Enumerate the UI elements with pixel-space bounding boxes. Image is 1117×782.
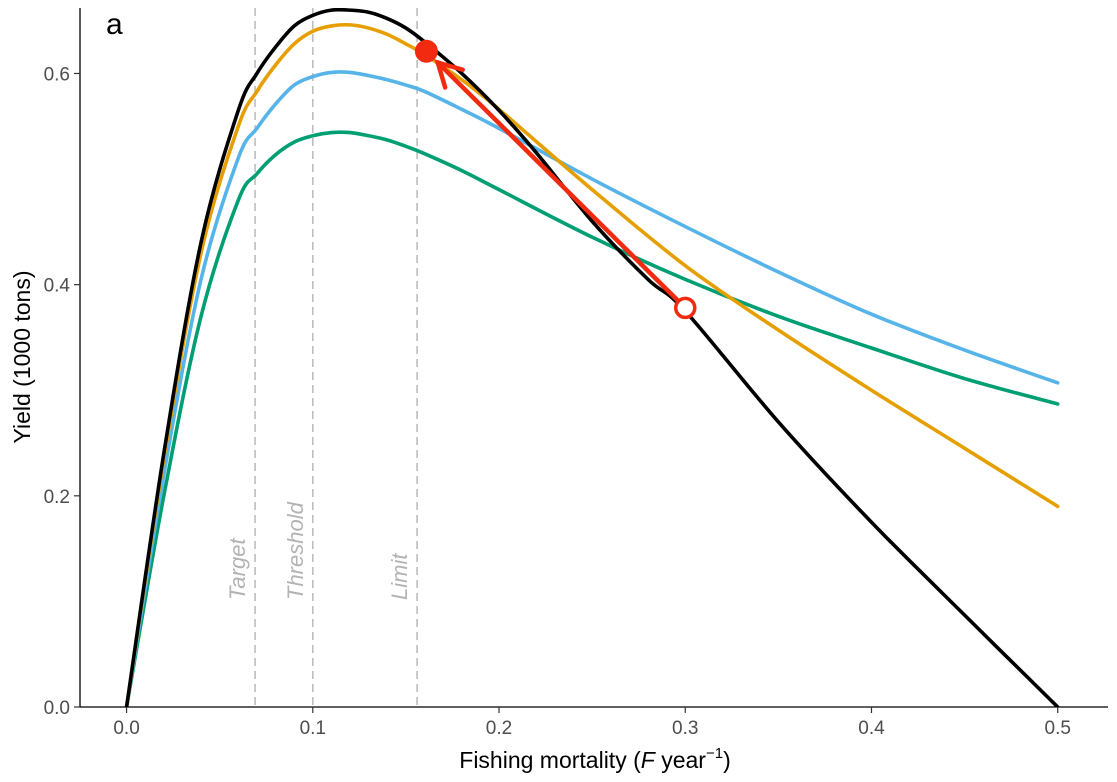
reference-lines: Target Threshold Limit — [225, 8, 418, 707]
y-tick-label: 0.4 — [44, 276, 71, 297]
x-axis-title: Fishing mortality (F year−1) — [459, 745, 730, 773]
target-state-point — [414, 39, 438, 63]
series-line-2 — [124, 22, 1060, 707]
series-line-3 — [124, 70, 1060, 707]
arrow-head — [434, 59, 465, 90]
y-tick-label: 0.0 — [44, 698, 70, 719]
reference-label-threshold: Threshold — [283, 501, 308, 600]
x-axis-title-prefix: Fishing mortality ( — [459, 747, 641, 773]
x-tick-label: 0.3 — [672, 718, 698, 739]
x-tick-label: 0.2 — [486, 718, 512, 739]
reference-label-limit: Limit — [387, 553, 412, 600]
y-tick-label: 0.2 — [44, 487, 70, 508]
x-tick-label: 0.0 — [113, 718, 139, 739]
x-tick-label: 0.4 — [858, 718, 885, 739]
panel-label: a — [106, 8, 123, 41]
series-line-1 — [124, 8, 1060, 707]
series-line-4 — [124, 130, 1060, 707]
y-axis-title: Yield (1000 tons) — [9, 270, 35, 443]
x-axis-title-suffix: ) — [723, 747, 731, 773]
reference-label-target: Target — [225, 538, 250, 600]
x-tick-label: 0.1 — [300, 718, 326, 739]
yield-curves — [124, 8, 1060, 707]
arrow-shaft — [435, 60, 688, 311]
x-axis-title-unit: year — [655, 747, 706, 773]
x-axis-title-exponent: −1 — [706, 745, 723, 762]
policy-change-arrow — [434, 59, 688, 311]
state-points — [414, 39, 697, 320]
axes: 0.0 0.1 0.2 0.3 0.4 0.5 0.0 0.2 0.4 0.6 — [44, 8, 1108, 739]
current-state-point — [674, 296, 697, 320]
y-tick-label: 0.6 — [44, 64, 70, 85]
x-axis-title-variable: F — [641, 747, 657, 773]
x-tick-label: 0.5 — [1045, 718, 1071, 739]
